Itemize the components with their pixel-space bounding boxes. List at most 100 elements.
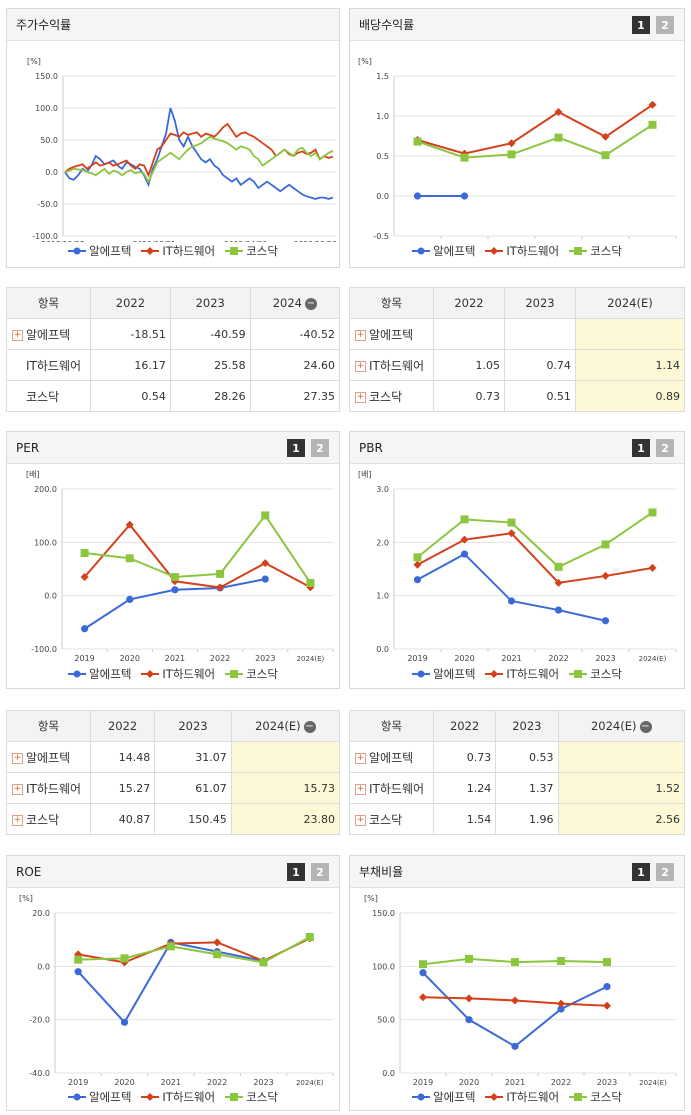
expand-icon[interactable]: + xyxy=(12,783,23,795)
collapse-icon[interactable]: − xyxy=(303,720,316,733)
y-tick-label: 0.0 xyxy=(376,192,389,201)
collapse-icon[interactable]: − xyxy=(304,297,317,310)
table-cell xyxy=(230,741,341,773)
series-line-kosdaq xyxy=(417,123,654,159)
row-label: IT하드웨어 xyxy=(6,349,91,381)
expand-icon[interactable]: + xyxy=(12,814,23,826)
table-cell: 1.05 xyxy=(433,349,505,381)
x-tick-label: 2020 xyxy=(454,654,474,663)
page-2-button[interactable]: 2 xyxy=(656,863,674,881)
page-1-button[interactable]: 1 xyxy=(632,16,650,34)
table-cell: 1.52 xyxy=(557,772,685,804)
dividend-yield-panel: 배당수익률 1 2 [%] 1.5 1.0 0.5 0.0 -0.5 2019 2020 202… xyxy=(349,8,685,268)
panel-header: PER 1 2 xyxy=(7,432,339,464)
data-point-rftech xyxy=(554,606,563,614)
table-cell: 0.54 xyxy=(90,380,171,412)
expand-icon[interactable]: + xyxy=(12,329,23,341)
series-line-it-hardware xyxy=(83,523,311,589)
column-header: 2024− xyxy=(249,287,341,319)
legend-marker xyxy=(225,670,244,678)
y-tick-label: -20.0 xyxy=(29,1016,50,1025)
column-header: 2022 xyxy=(90,287,171,319)
y-tick-label: 0.0 xyxy=(376,645,389,654)
legend-item-it-hardware: IT하드웨어 xyxy=(485,243,559,259)
x-tick-label: 2020/08/31 xyxy=(133,240,176,242)
legend-label: 알에프텍 xyxy=(89,244,132,258)
data-point-it-hardware xyxy=(170,577,179,586)
x-tick-label: 2019 xyxy=(68,1078,88,1087)
legend-label: IT하드웨어 xyxy=(162,667,216,681)
collapse-icon[interactable]: − xyxy=(639,720,652,733)
series-line-kosdaq xyxy=(64,135,334,184)
data-point-kosdaq xyxy=(306,578,315,587)
page-2-button[interactable]: 2 xyxy=(656,16,674,34)
page-1-button[interactable]: 1 xyxy=(632,863,650,881)
panel-header: 배당수익률 1 2 xyxy=(350,9,684,41)
stock-return-panel: 주가수익률 [%] 150.0 100.0 50.0 0.0 -50.0 -100.0201… xyxy=(6,8,340,268)
expand-icon[interactable]: + xyxy=(355,360,366,372)
chart-legend: 알에프텍 IT하드웨어 코스닥 xyxy=(350,1089,684,1105)
page-1-button[interactable]: 1 xyxy=(632,439,650,457)
page-2-button[interactable]: 2 xyxy=(311,863,329,881)
legend-marker xyxy=(412,670,431,678)
roe-chart: [%] 20.0 0.0 -20.0 -40.0 2019 2020 2021 2022 2023… xyxy=(19,894,334,1087)
data-point-it-hardware xyxy=(465,994,473,1003)
panel-header: ROE 1 2 xyxy=(7,856,339,888)
data-point-it-hardware xyxy=(603,1001,611,1010)
data-point-rftech xyxy=(460,192,469,200)
x-tick-label: 2020 xyxy=(120,654,140,663)
series-line-it-hardware xyxy=(64,122,334,178)
data-point-kosdaq xyxy=(460,515,469,524)
series-line-rftech xyxy=(417,552,606,622)
data-point-it-hardware xyxy=(413,560,422,569)
per-chart: [배] 200.0 100.0 0.0 -100.0 2019 2020 2021 2022 20… xyxy=(26,470,334,663)
row-label: + 알에프텍 xyxy=(349,318,434,350)
legend-label: IT하드웨어 xyxy=(162,1090,216,1104)
legend-marker xyxy=(412,1093,431,1101)
row-label: + 코스닥 xyxy=(349,803,434,835)
y-tick-label: -100.0 xyxy=(31,645,57,654)
unit-label: [%] xyxy=(19,894,33,903)
data-point-rftech xyxy=(80,625,89,633)
legend-label: IT하드웨어 xyxy=(506,667,560,681)
page-2-button[interactable]: 2 xyxy=(311,439,329,457)
expand-icon[interactable]: + xyxy=(355,391,366,403)
data-point-kosdaq xyxy=(305,933,314,941)
x-tick-label: 2023 xyxy=(253,1078,273,1087)
data-point-kosdaq xyxy=(507,150,516,159)
table-cell: 1.54 xyxy=(432,803,497,835)
table-cell: 1.96 xyxy=(495,803,559,835)
x-tick-label: 2022 xyxy=(207,1078,227,1087)
x-tick-label: 2019 xyxy=(407,654,427,663)
expand-icon[interactable]: + xyxy=(12,752,23,764)
page-1-button[interactable]: 1 xyxy=(287,863,305,881)
data-point-kosdaq xyxy=(465,954,473,963)
table-row: + IT하드웨어 1.24 1.37 1.52 xyxy=(349,772,685,804)
table-cell: 0.51 xyxy=(503,380,576,412)
x-tick-label: 2021 xyxy=(165,654,185,663)
expand-icon[interactable]: + xyxy=(355,752,366,764)
debt-ratio-chart: [%] 150.0 100.0 50.0 0.0 2019 2020 2021 2022 2023… xyxy=(364,894,677,1087)
panel-header: 부채비율 1 2 xyxy=(350,856,684,888)
legend-marker xyxy=(68,247,87,255)
panel-title: PER xyxy=(16,440,40,455)
table-row: + 코스닥 40.87 150.45 23.80 xyxy=(6,803,341,835)
unit-label: [배] xyxy=(26,470,40,479)
expand-icon[interactable]: + xyxy=(355,783,366,795)
expand-icon[interactable]: + xyxy=(355,814,366,826)
legend-item-rftech: 알에프텍 xyxy=(68,666,131,682)
column-header: 2023 xyxy=(503,287,576,319)
table-cell xyxy=(433,318,505,350)
legend-marker xyxy=(141,247,160,255)
table-cell: 15.73 xyxy=(230,772,341,804)
data-point-it-hardware xyxy=(554,108,563,116)
unit-label: [%] xyxy=(364,894,378,903)
page-2-button[interactable]: 2 xyxy=(656,439,674,457)
page-1-button[interactable]: 1 xyxy=(287,439,305,457)
data-point-rftech xyxy=(460,550,469,558)
expand-icon[interactable]: + xyxy=(355,329,366,341)
column-header: 2023 xyxy=(495,710,559,742)
x-tick-label: 2022 xyxy=(548,241,568,242)
panel-header: PBR 1 2 xyxy=(350,432,684,464)
x-tick-label: 2022 xyxy=(210,654,230,663)
